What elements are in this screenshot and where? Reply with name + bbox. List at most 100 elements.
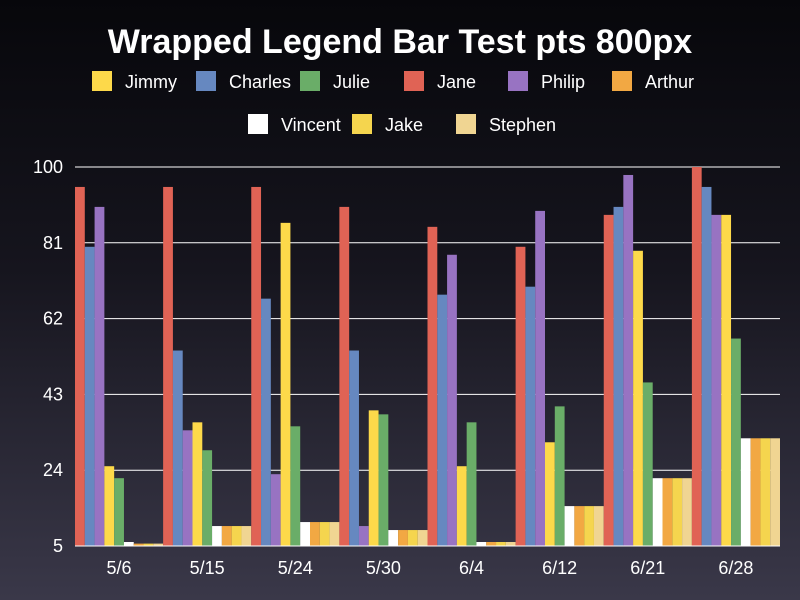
y-tick-label: 24 (43, 460, 63, 480)
legend-item-vincent: Vincent (248, 114, 341, 135)
bar-stephen-5-15 (241, 526, 252, 546)
legend-item-stephen: Stephen (456, 114, 556, 135)
bar-julie-6-12 (554, 406, 565, 546)
bar-jake-5-15 (231, 526, 242, 546)
bar-stephen-5-24 (329, 522, 340, 546)
bar-charles-6-21 (613, 206, 624, 547)
legend-swatch (196, 71, 216, 91)
bar-vincent-6-21 (652, 478, 663, 546)
bar-jake-6-28 (760, 438, 771, 546)
bar-jimmy-5-6 (104, 466, 115, 546)
x-axis: 5/6 5/15 5/24 5/30 6/4 6/12 6/21 6/28 (75, 545, 780, 578)
bar-philip-5-15 (182, 430, 193, 546)
bar-jane-5-30 (339, 206, 350, 547)
bar-charles-5-30 (349, 350, 359, 546)
legend-label: Arthur (645, 72, 694, 92)
bar-charles-6-28 (701, 186, 712, 546)
y-tick-label: 100 (33, 157, 63, 177)
bar-jane-5-24 (251, 186, 262, 546)
x-tick-label: 5/30 (366, 558, 401, 578)
bar-charles-6-12 (525, 286, 536, 546)
bar-stephen-6-12 (593, 506, 604, 546)
legend-item-julie: Julie (300, 71, 370, 92)
bar-stephen-5-6 (153, 543, 164, 546)
bar-jane-5-15 (163, 186, 173, 546)
legend-swatch (248, 114, 268, 134)
x-tick-label: 5/15 (190, 558, 225, 578)
bar-julie-6-21 (642, 382, 653, 546)
legend-label: Vincent (281, 115, 341, 135)
bar-vincent-5-30 (388, 530, 399, 546)
legend-swatch (352, 114, 372, 134)
x-tick-label: 5/24 (278, 558, 313, 578)
x-tick-label: 6/12 (542, 558, 577, 578)
x-tick-label: 6/21 (630, 558, 665, 578)
bar-philip-5-24 (270, 474, 281, 546)
bar-vincent-6-28 (740, 438, 751, 546)
bar-jimmy-6-12 (545, 442, 555, 546)
y-tick-label: 43 (43, 384, 63, 404)
bar-arthur-5-24 (310, 522, 320, 546)
bar-jake-6-12 (584, 506, 594, 546)
legend-swatch (404, 71, 424, 91)
bar-philip-5-30 (358, 526, 369, 546)
bar-charles-5-6 (84, 246, 95, 546)
bar-charles-6-4 (437, 294, 448, 546)
legend-swatch (508, 71, 528, 91)
bar-julie-5-30 (378, 414, 389, 546)
bar-arthur-6-21 (662, 478, 673, 546)
bar-jane-5-6 (75, 186, 85, 546)
bar-vincent-6-4 (476, 542, 487, 546)
bar-philip-6-28 (711, 214, 722, 546)
legend-label: Philip (541, 72, 585, 92)
bar-vincent-5-15 (212, 526, 222, 546)
bar-arthur-5-6 (133, 543, 144, 546)
bar-arthur-5-30 (398, 530, 408, 546)
bar-stephen-6-21 (682, 478, 692, 546)
bar-jimmy-5-15 (192, 422, 203, 546)
legend-label: Julie (333, 72, 370, 92)
y-tick-label: 81 (43, 233, 63, 253)
bar-arthur-6-12 (574, 506, 585, 546)
y-axis: 5 24 43 62 81 100 (33, 157, 63, 556)
x-tick-label: 5/6 (107, 558, 132, 578)
bar-julie-5-6 (114, 478, 124, 546)
bar-jimmy-5-24 (280, 222, 291, 546)
bar-arthur-5-15 (221, 526, 232, 546)
legend-item-arthur: Arthur (612, 71, 694, 92)
bar-arthur-6-4 (486, 542, 497, 546)
bar-jimmy-6-21 (633, 250, 643, 547)
legend-label: Stephen (489, 115, 556, 135)
bar-vincent-6-12 (564, 506, 575, 546)
legend-item-jake: Jake (352, 114, 423, 135)
bar-jimmy-6-4 (456, 466, 467, 546)
bar-stephen-6-28 (770, 438, 780, 546)
bar-philip-6-12 (535, 210, 545, 546)
bar-philip-6-4 (447, 254, 457, 546)
bar-stephen-6-4 (505, 542, 516, 546)
bar-jimmy-5-30 (368, 410, 379, 546)
y-tick-label: 62 (43, 309, 63, 329)
bar-arthur-6-28 (750, 438, 761, 546)
bar-charles-5-15 (172, 350, 183, 546)
bar-julie-5-15 (202, 450, 213, 546)
bar-jake-6-21 (672, 478, 683, 546)
bar-jimmy-6-28 (721, 214, 732, 546)
bar-jane-6-12 (515, 246, 526, 546)
x-tick-label: 6/28 (718, 558, 753, 578)
legend: Jimmy Charles Julie Jane Philip Arthur Vincent… (92, 71, 694, 135)
bar-julie-5-24 (290, 426, 301, 546)
legend-item-philip: Philip (508, 71, 585, 92)
bar-vincent-5-6 (123, 542, 134, 546)
legend-item-charles: Charles (196, 71, 291, 92)
y-tick-label: 5 (53, 536, 63, 556)
legend-label: Jake (385, 115, 423, 135)
bar-charles-5-24 (261, 298, 271, 546)
bar-jake-5-24 (319, 522, 330, 546)
legend-swatch (300, 71, 320, 91)
legend-swatch (456, 114, 476, 134)
legend-item-jane: Jane (404, 71, 476, 92)
legend-label: Jane (437, 72, 476, 92)
bar-philip-6-21 (623, 174, 634, 546)
